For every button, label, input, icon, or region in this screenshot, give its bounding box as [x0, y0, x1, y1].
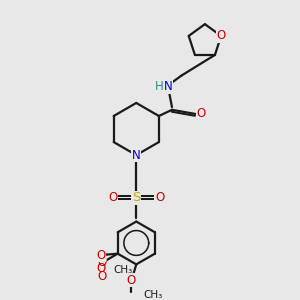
Text: O: O [155, 191, 164, 204]
Text: O: O [98, 270, 107, 283]
Text: O: O [217, 29, 226, 42]
Text: O: O [108, 191, 118, 204]
Text: O: O [96, 262, 105, 275]
Text: O: O [96, 248, 105, 262]
Text: S: S [132, 191, 140, 204]
Text: CH₃: CH₃ [113, 265, 132, 275]
Text: O: O [98, 256, 107, 269]
Text: CH₃: CH₃ [144, 290, 163, 300]
Text: O: O [197, 107, 206, 120]
Text: O: O [127, 274, 136, 287]
Text: H: H [155, 80, 164, 93]
Text: N: N [164, 80, 173, 93]
Text: N: N [132, 148, 141, 162]
